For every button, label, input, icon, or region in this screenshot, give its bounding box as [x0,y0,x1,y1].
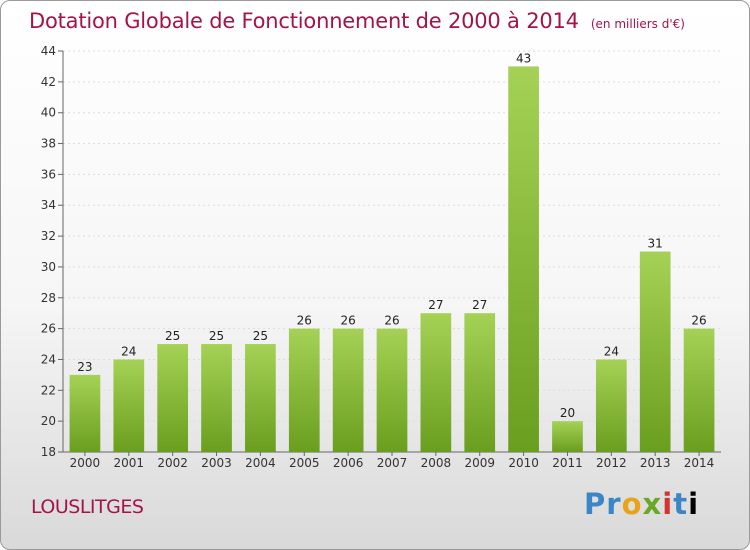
chart-title-text: Dotation Globale de Fonctionnement de 20… [29,9,579,33]
commune-name: LOUSLITGES [31,496,144,518]
bar-2006 [332,328,364,452]
bar-2011 [552,421,583,452]
value-label-2003: 25 [209,329,224,343]
value-label-2005: 26 [297,314,312,328]
x-tick-label-2002: 2002 [157,456,188,470]
y-tick-label-36: 36 [41,167,56,181]
value-label-2002: 25 [165,329,180,343]
y-tick-label-24: 24 [41,352,56,366]
proxiti-logo: Proxiti [584,487,700,521]
value-label-2001: 24 [121,344,136,358]
chart-unit: (en milliers d'€) [590,17,685,31]
x-tick-label-2000: 2000 [70,456,101,470]
y-tick-label-40: 40 [41,106,56,120]
y-tick-label-44: 44 [41,44,56,58]
x-tick-label-2012: 2012 [596,456,627,470]
y-tick-label-34: 34 [41,198,56,212]
bar-2004 [245,344,276,452]
bar-2005 [288,328,320,452]
bar-2013 [639,251,671,452]
bar-2007 [376,328,408,452]
x-tick-label-2005: 2005 [289,456,320,470]
chart-title: Dotation Globale de Fonctionnement de 20… [29,9,685,33]
value-label-2008: 27 [428,298,443,312]
value-label-2004: 25 [253,329,268,343]
x-tick-label-2009: 2009 [464,456,495,470]
y-tick-label-22: 22 [41,383,56,397]
bar-2012 [595,359,627,452]
y-tick-label-20: 20 [41,414,56,428]
x-tick-label-2007: 2007 [377,456,408,470]
bar-2001 [113,359,145,452]
y-tick-label-42: 42 [41,75,56,89]
value-label-2006: 26 [340,314,355,328]
x-tick-label-2003: 2003 [201,456,232,470]
y-tick-label-18: 18 [41,445,56,459]
x-tick-label-2010: 2010 [508,456,539,470]
y-tick-label-26: 26 [41,322,56,336]
value-label-2014: 26 [691,314,706,328]
bar-2008 [420,313,452,452]
bar-2014 [683,328,715,452]
value-label-2009: 27 [472,298,487,312]
x-tick-label-2011: 2011 [552,456,583,470]
x-tick-label-2014: 2014 [684,456,715,470]
value-label-2013: 31 [648,237,663,251]
bar-2010 [508,66,539,452]
bar-2000 [69,374,101,452]
y-tick-label-38: 38 [41,137,56,151]
value-label-2010: 43 [516,51,531,65]
bar-2002 [157,344,189,452]
value-label-2012: 24 [604,344,619,358]
bar-2009 [464,313,496,452]
x-tick-label-2004: 2004 [245,456,276,470]
x-tick-label-2013: 2013 [640,456,671,470]
x-tick-label-2001: 2001 [114,456,145,470]
bar-2003 [201,344,232,452]
y-tick-label-28: 28 [41,291,56,305]
value-label-2007: 26 [384,314,399,328]
value-label-2000: 23 [77,360,92,374]
x-tick-label-2006: 2006 [333,456,364,470]
y-tick-label-32: 32 [41,229,56,243]
value-label-2011: 20 [560,406,575,420]
x-tick-label-2008: 2008 [421,456,452,470]
y-tick-label-30: 30 [41,260,56,274]
